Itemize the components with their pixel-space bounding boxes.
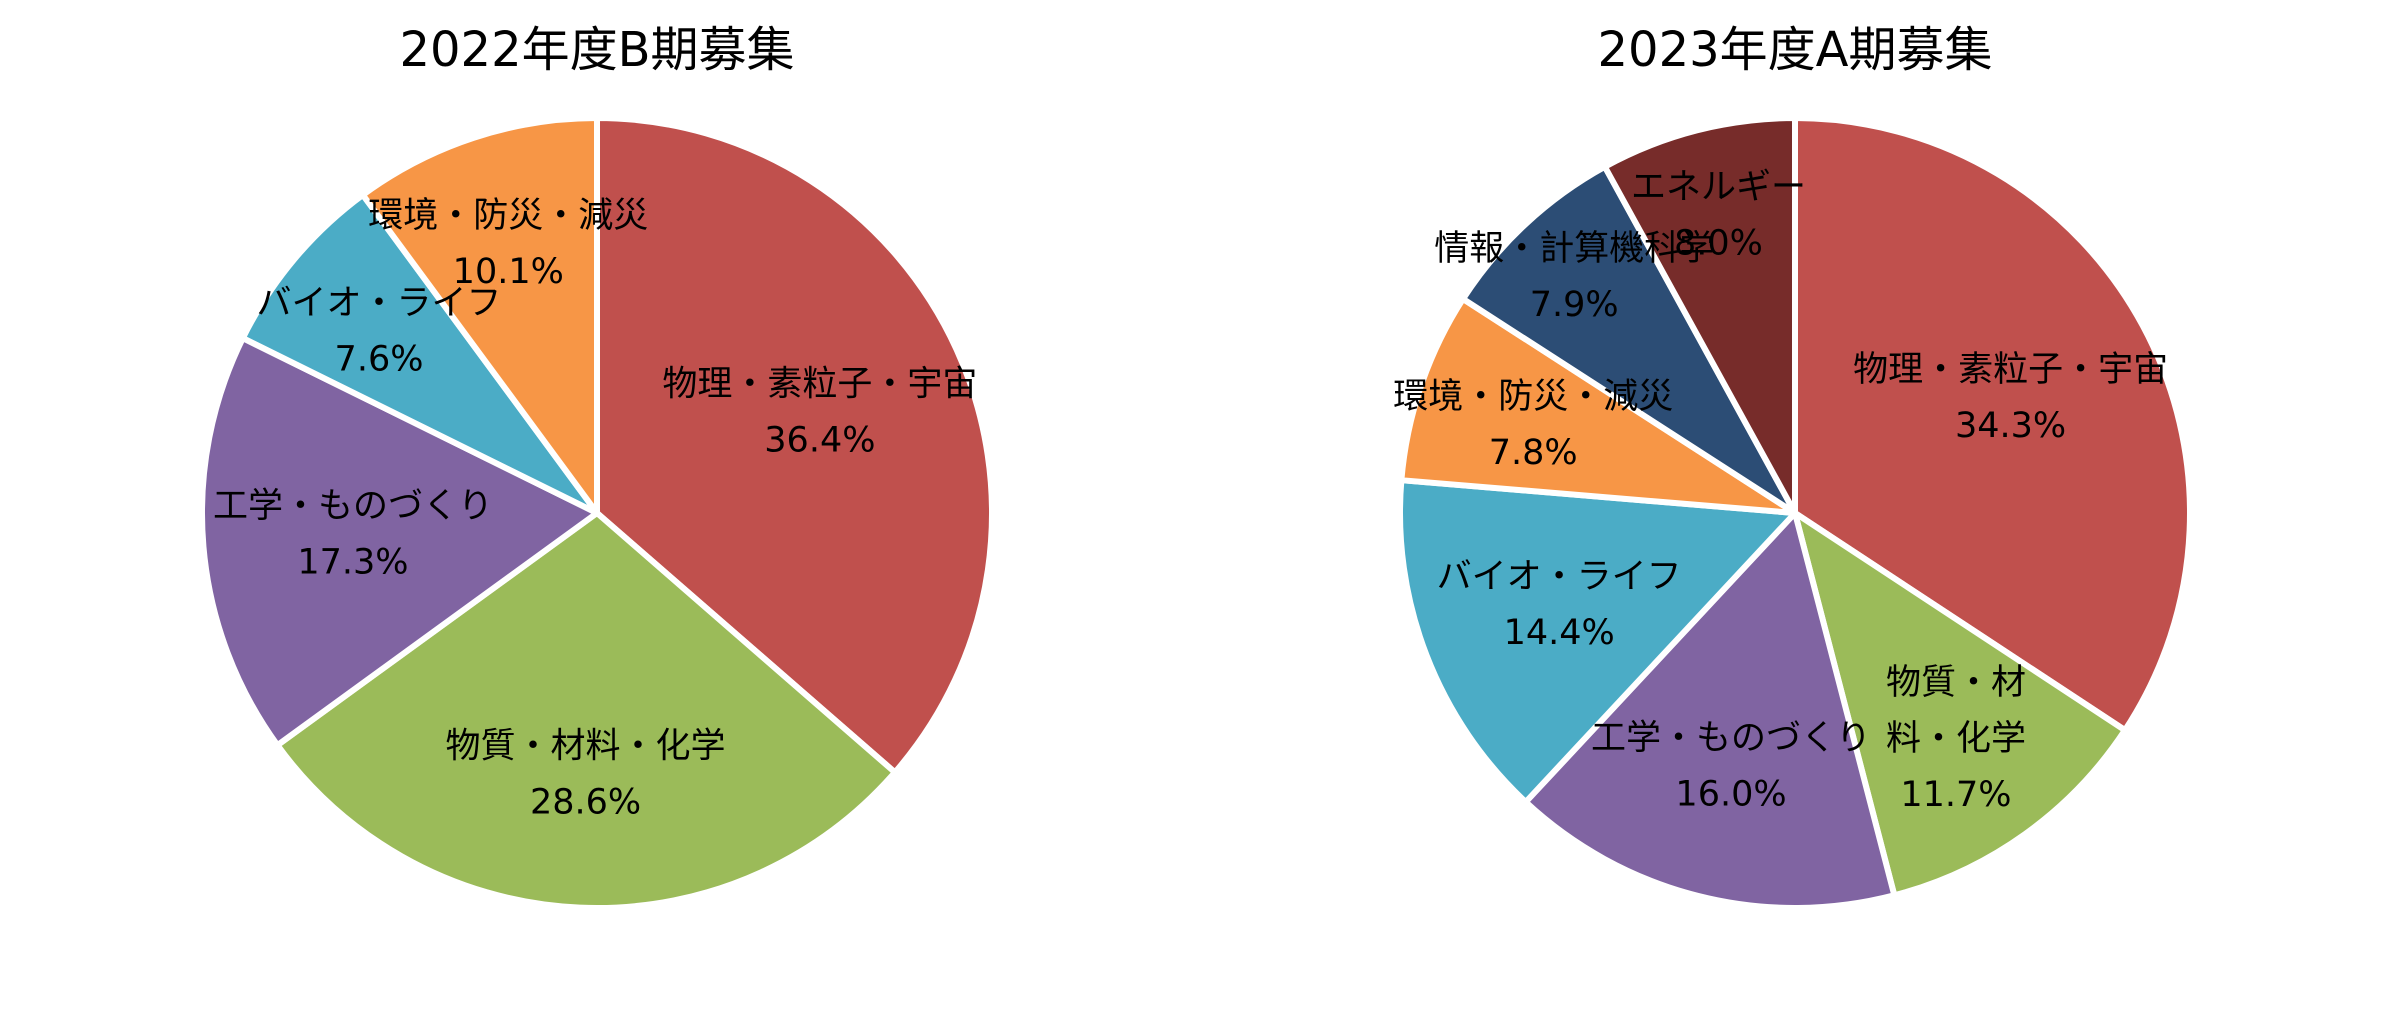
slice-value-label: 14.4% <box>1504 613 1615 653</box>
pie-slice-1 <box>594 115 995 776</box>
pie-slice-6 <box>1460 163 1798 516</box>
pie-slice-7 <box>1601 115 1798 516</box>
chart-title: 2022年度B期募集 <box>399 22 794 78</box>
slice-category-label: 物理・素粒子・宇宙 <box>662 365 977 405</box>
slice-category-label: 工学・ものづくり <box>1591 719 1871 759</box>
slice-value-label: 28.6% <box>530 782 641 822</box>
slice-value-label: 11.7% <box>1900 775 2011 815</box>
slice-category-label: 環境・防災・減災 <box>1393 377 1673 417</box>
slice-value-label: 7.9% <box>1530 285 1619 325</box>
pie-slice-5 <box>359 115 600 516</box>
slice-value-label: 36.4% <box>764 421 875 461</box>
pie-labels: 物理・素粒子・宇宙 34.3% 物質・材料・化学 11.7% 工学・ものづくり 16.0%… <box>1393 168 2168 815</box>
pie-slice-3 <box>1522 510 1898 911</box>
slice-category-label: 物質・材 <box>1886 663 2026 703</box>
slice-category-label: 物理・素粒子・宇宙 <box>1853 350 2168 390</box>
slice-category-label: 料・化学 <box>1886 719 2026 759</box>
slice-category-label: エネルギー <box>1631 168 1806 208</box>
pie-slice-5 <box>1398 295 1798 516</box>
pie-labels: 物理・素粒子・宇宙 36.4% 物質・材料・化学 28.6% 工学・ものづくり 17.3%… <box>213 196 977 823</box>
slice-category-label: 情報・計算機科学 <box>1434 229 1714 269</box>
slice-category-label: 工学・ものづくり <box>213 487 493 527</box>
slice-value-label: 7.6% <box>335 339 424 379</box>
pie-slice-2 <box>274 510 898 911</box>
pie-slices <box>1397 115 2193 911</box>
slice-value-label: 10.1% <box>453 252 564 292</box>
slice-value-label: 34.3% <box>1955 406 2066 446</box>
pie-chart-2023: 2023年度A期募集 物理・素粒子・宇宙 34.3% 物質・材料・化学 11.7% 工学… <box>1393 22 2193 911</box>
slice-value-label: 16.0% <box>1675 775 1786 815</box>
pie-slice-3 <box>199 335 600 749</box>
pie-slice-4 <box>239 191 600 516</box>
slice-value-label: 7.8% <box>1489 433 1578 473</box>
pie-slices <box>199 115 995 911</box>
chart-title: 2023年度A期募集 <box>1598 22 1993 78</box>
pie-slice-4 <box>1397 477 1798 805</box>
slice-category-label: バイオ・ライフ <box>257 283 502 323</box>
slice-value-label: 8.0% <box>1674 224 1763 264</box>
pie-slice-2 <box>1792 510 2128 899</box>
slice-category-label: 物質・材料・化学 <box>446 726 726 766</box>
slice-value-label: 17.3% <box>297 543 408 583</box>
pie-chart-2022: 2022年度B期募集 物理・素粒子・宇宙 36.4% 物質・材料・化学 28.6% 工学… <box>199 22 995 911</box>
slice-category-label: 環境・防災・減災 <box>368 196 648 236</box>
slice-category-label: バイオ・ライフ <box>1437 557 1682 597</box>
